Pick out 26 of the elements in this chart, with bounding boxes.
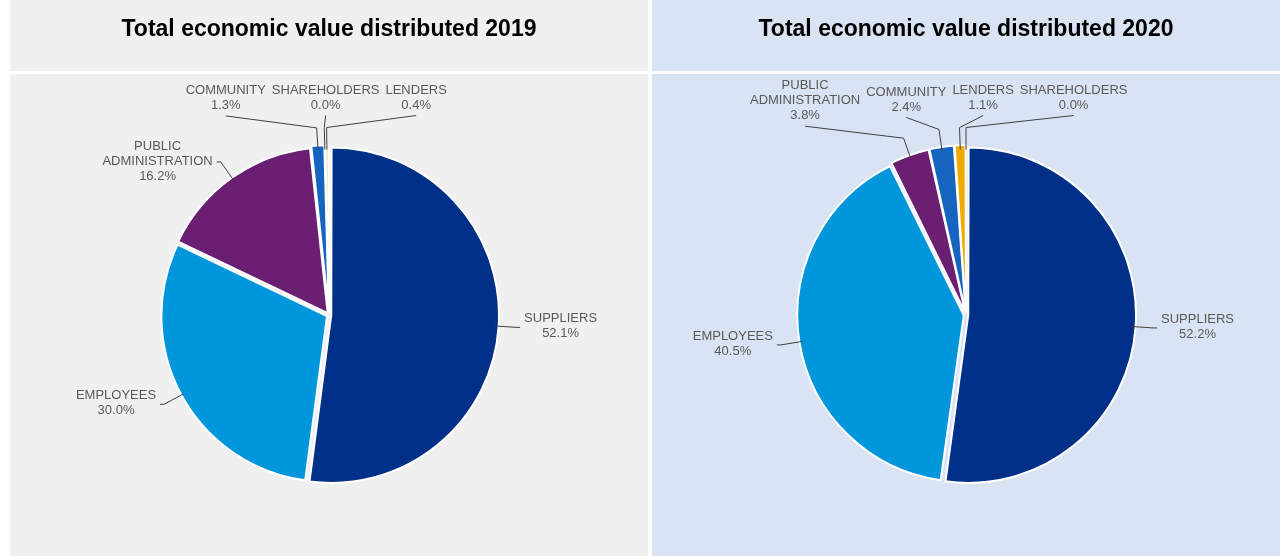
slice-label: COMMUNITY [185,81,267,97]
slice-label: LENDERS [952,81,1015,97]
slice-label: COMMUNITY [866,83,947,99]
data-label: 0.4% [401,96,432,112]
data-label: 1.1% [968,96,999,112]
data-label: 52.1% [542,325,580,341]
data-label: 52.2% [1179,326,1217,342]
slice-label: PUBLIC ADMINISTRATION [749,77,861,108]
slice-label: EMPLOYEES [692,327,774,343]
text: 0.0% [310,96,341,112]
category-label: SHAREHOLDERS [1019,81,1128,97]
data-label: 1.3% [210,96,241,112]
slice-label: LENDERS [385,81,448,97]
data-label: 16.2% [139,167,177,183]
slice-label: EMPLOYEES [75,387,157,403]
chart-title: Total economic value distributed 2019 [10,0,648,74]
category-label: SHAREHOLDERS [271,81,380,97]
text: 0.0% [1058,96,1089,112]
slice-label: SUPPLIERS [1161,311,1235,327]
data-label: 3.8% [790,107,821,123]
chart-title: Total economic value distributed 2020 [652,0,1280,74]
data-label: 40.5% [714,342,752,358]
slice-label: SUPPLIERS [524,310,598,326]
data-label: 30.0% [97,402,135,418]
data-label: 2.4% [891,98,922,114]
slice-label: PUBLIC ADMINISTRATION [102,137,213,168]
